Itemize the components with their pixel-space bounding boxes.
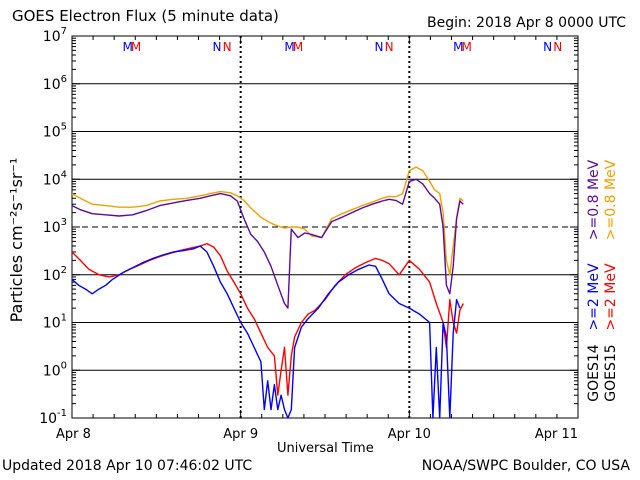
- orbit-marker: M: [293, 40, 303, 54]
- series-line: [71, 242, 464, 396]
- y-tick-label: 106: [43, 74, 67, 93]
- legend-entry: >=2 MeV: [603, 263, 619, 331]
- y-tick-label: 105: [43, 122, 67, 141]
- y-tick-label: 10-1: [39, 408, 67, 427]
- y-tick-label: 104: [43, 169, 67, 188]
- y-tick-label: 103: [43, 217, 67, 236]
- x-tick-label: Apr 9: [223, 427, 258, 442]
- orbit-marker: N: [553, 40, 562, 54]
- orbit-marker: N: [223, 40, 232, 54]
- orbit-marker: M: [453, 40, 463, 54]
- begin-time: Begin: 2018 Apr 8 0000 UTC: [427, 15, 626, 31]
- orbit-marker: M: [122, 40, 132, 54]
- orbit-marker: N: [543, 40, 552, 54]
- x-axis-label: Universal Time: [277, 441, 374, 456]
- orbit-marker: M: [131, 40, 141, 54]
- y-tick-label: 102: [43, 265, 67, 284]
- x-tick-label: Apr 8: [56, 427, 91, 442]
- updated-timestamp: Updated 2018 Apr 10 07:46:02 UTC: [2, 458, 253, 474]
- x-tick-label: Apr 11: [535, 427, 578, 442]
- orbit-marker: M: [284, 40, 294, 54]
- series-line: [71, 166, 464, 276]
- orbit-marker: N: [374, 40, 383, 54]
- series-line: [71, 245, 461, 419]
- legend-entry: >=0.8 MeV: [586, 159, 602, 240]
- orbit-marker: N: [385, 40, 394, 54]
- chart-title: GOES Electron Flux (5 minute data): [12, 7, 279, 25]
- legend-entry: >=0.8 MeV: [603, 159, 619, 240]
- x-tick-label: Apr 10: [388, 427, 431, 442]
- series-line: [71, 178, 464, 309]
- y-tick-label: 100: [43, 360, 67, 379]
- y-axis-label: Particles cm⁻²s⁻¹sr⁻¹: [7, 158, 26, 323]
- orbit-marker: M: [462, 40, 472, 54]
- legend-entry: GOES14: [586, 344, 602, 402]
- y-tick-label: 101: [43, 313, 67, 332]
- legend-entry: >=2 MeV: [586, 263, 602, 331]
- y-tick-label: 107: [43, 26, 67, 45]
- legend-entry: GOES15: [603, 344, 619, 401]
- orbit-marker: N: [213, 40, 222, 54]
- credit-label: NOAA/SWPC Boulder, CO USA: [421, 458, 630, 474]
